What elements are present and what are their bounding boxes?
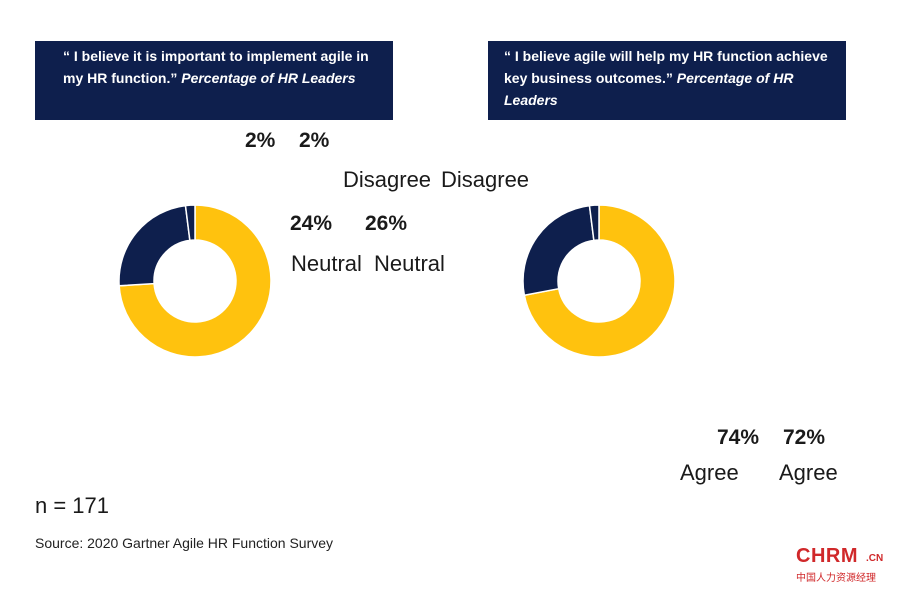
chart2-slice-neutral	[522, 204, 595, 297]
chart1-agree-value: 74%	[717, 426, 760, 449]
chart2-donut	[522, 204, 676, 358]
chart1-agree-label: Agree	[680, 460, 739, 485]
logo-main-text: CHRM	[796, 545, 858, 567]
chart2-disagree-value: 2%	[299, 129, 330, 152]
chart1-slice-disagree	[184, 204, 196, 242]
chart2-title-quote: “ I believe agile will help my HR functi…	[504, 48, 828, 86]
chart2-slice-agree	[523, 204, 676, 358]
source-note: Source: 2020 Gartner Agile HR Function S…	[35, 535, 334, 551]
chart2-neutral-value: 26%	[365, 212, 408, 235]
chrm-logo: CHRM .CN 中国人力资源经理	[796, 545, 894, 585]
chart1-neutral-label: Neutral	[291, 251, 362, 276]
sample-size-label: n = 171	[35, 493, 110, 518]
chart2-disagree-label: Disagree	[441, 167, 530, 192]
chart2-slice-disagree	[588, 204, 600, 242]
chart2-agree-value: 72%	[783, 426, 826, 449]
chart1-donut	[118, 204, 272, 358]
chart1-title-sub: Percentage of HR Leaders	[181, 70, 356, 86]
chart2-title-box: “ I believe agile will help my HR functi…	[488, 41, 846, 120]
chart1-disagree-value: 2%	[245, 129, 276, 152]
chart2-title-sub: Percentage of HR Leaders	[504, 70, 794, 108]
logo-sub-text: 中国人力资源经理	[796, 573, 876, 584]
chart1-slice-neutral	[118, 204, 191, 287]
chart1-title-quote: “ I believe it is important to implement…	[63, 48, 369, 86]
chart2-agree-label: Agree	[779, 460, 838, 485]
logo-suffix-text: .CN	[866, 553, 884, 564]
chart1-title-box: “ I believe it is important to implement…	[35, 41, 393, 120]
chart1-disagree-label: Disagree	[343, 167, 432, 192]
chart2-neutral-label: Neutral	[374, 251, 445, 276]
chart1-slice-agree	[118, 204, 272, 358]
chart1-neutral-value: 24%	[290, 212, 333, 235]
